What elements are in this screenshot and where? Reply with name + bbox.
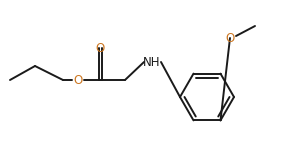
Text: O: O (225, 31, 235, 45)
Text: O: O (95, 41, 105, 55)
Text: O: O (73, 74, 83, 86)
Text: NH: NH (143, 56, 161, 69)
